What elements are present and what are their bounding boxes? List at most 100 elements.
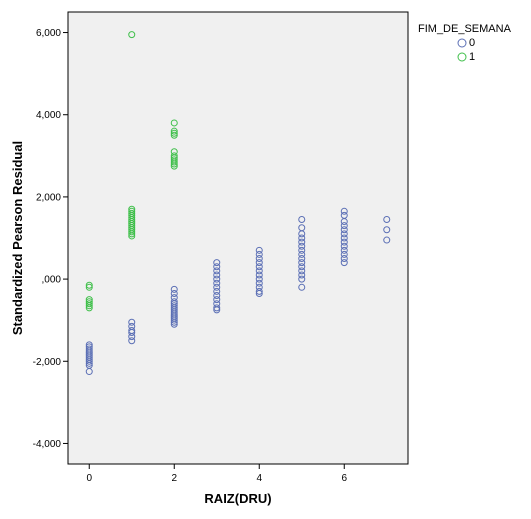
data-point	[298, 271, 306, 279]
data-point	[298, 263, 306, 271]
data-point	[298, 255, 306, 263]
legend-title: FIM_DE_SEMANA	[418, 23, 512, 35]
data-point	[85, 368, 93, 376]
plot-area	[67, 11, 409, 465]
data-point	[255, 287, 263, 295]
legend-marker	[457, 38, 467, 48]
legend: FIM_DE_SEMANA 0 1	[418, 23, 512, 63]
data-point	[255, 246, 263, 254]
data-point	[170, 119, 178, 127]
y-tick-label: ,000	[42, 275, 62, 286]
y-tick-label: 4,000	[36, 110, 61, 121]
data-point	[170, 127, 178, 135]
y-axis-title: Standardized Pearson Residual	[10, 141, 25, 335]
data-point	[298, 250, 306, 258]
data-point	[298, 238, 306, 246]
data-point	[255, 250, 263, 258]
data-point	[298, 242, 306, 250]
data-point	[213, 259, 221, 267]
data-point	[255, 279, 263, 287]
data-point	[213, 304, 221, 312]
y-tick-label: -4,000	[33, 439, 62, 450]
y-tick-label: -2,000	[33, 357, 62, 368]
data-point	[128, 318, 136, 326]
x-tick-label: 6	[341, 473, 347, 484]
data-point	[340, 207, 348, 215]
data-point	[170, 129, 178, 137]
data-point	[340, 222, 348, 230]
data-point	[213, 296, 221, 304]
data-point	[170, 131, 178, 139]
data-point	[298, 283, 306, 291]
data-point	[170, 160, 178, 168]
data-point	[383, 236, 391, 244]
data-point	[170, 318, 178, 326]
data-point	[128, 230, 136, 238]
data-point	[213, 287, 221, 295]
y-tick-label: 6,000	[36, 28, 61, 39]
data-point	[128, 31, 136, 39]
data-point	[170, 316, 178, 324]
data-point	[213, 267, 221, 275]
data-point	[298, 234, 306, 242]
data-point	[213, 306, 221, 314]
data-point	[298, 259, 306, 267]
legend-label: 0	[469, 37, 475, 49]
data-point	[255, 259, 263, 267]
series-1	[85, 31, 178, 312]
data-point	[170, 162, 178, 170]
data-point	[340, 250, 348, 258]
data-point	[383, 216, 391, 224]
data-point	[340, 234, 348, 242]
data-point	[213, 271, 221, 279]
data-point	[85, 281, 93, 289]
data-point	[255, 255, 263, 263]
data-point	[298, 230, 306, 238]
y-axis: -4,000 -2,000 ,000 2,000 4,000 6,000	[33, 28, 68, 450]
data-point	[85, 300, 93, 308]
x-tick-label: 0	[86, 473, 92, 484]
data-point	[213, 275, 221, 283]
data-point	[340, 255, 348, 263]
data-point	[85, 357, 93, 365]
data-point	[213, 292, 221, 300]
data-point	[213, 283, 221, 291]
data-point	[85, 304, 93, 312]
data-point	[340, 246, 348, 254]
data-point	[298, 246, 306, 254]
x-axis-title: RAIZ(DRU)	[204, 491, 271, 506]
data-point	[340, 218, 348, 226]
data-point	[255, 289, 263, 297]
data-point	[340, 242, 348, 250]
data-point	[255, 275, 263, 283]
x-tick-label: 2	[171, 473, 177, 484]
data-point	[128, 329, 136, 337]
data-point	[213, 279, 221, 287]
data-point	[128, 333, 136, 341]
data-point	[85, 283, 93, 291]
x-tick-label: 4	[256, 473, 262, 484]
data-point	[128, 232, 136, 240]
data-point	[128, 337, 136, 345]
data-point	[255, 263, 263, 271]
series-0	[85, 207, 391, 376]
data-point	[170, 320, 178, 328]
data-point	[340, 230, 348, 238]
data-point	[128, 228, 136, 236]
data-point	[340, 226, 348, 234]
data-point	[340, 238, 348, 246]
data-point	[340, 259, 348, 267]
y-tick-label: 2,000	[36, 192, 61, 203]
data-point	[85, 359, 93, 367]
data-point	[298, 275, 306, 283]
data-point	[383, 226, 391, 234]
data-point	[213, 263, 221, 271]
data-point	[85, 302, 93, 310]
data-point	[170, 289, 178, 297]
data-points	[85, 31, 391, 376]
data-point	[298, 216, 306, 224]
x-axis: 0 2 4 6	[86, 464, 347, 484]
legend-marker	[457, 52, 467, 62]
legend-label: 1	[469, 51, 475, 63]
